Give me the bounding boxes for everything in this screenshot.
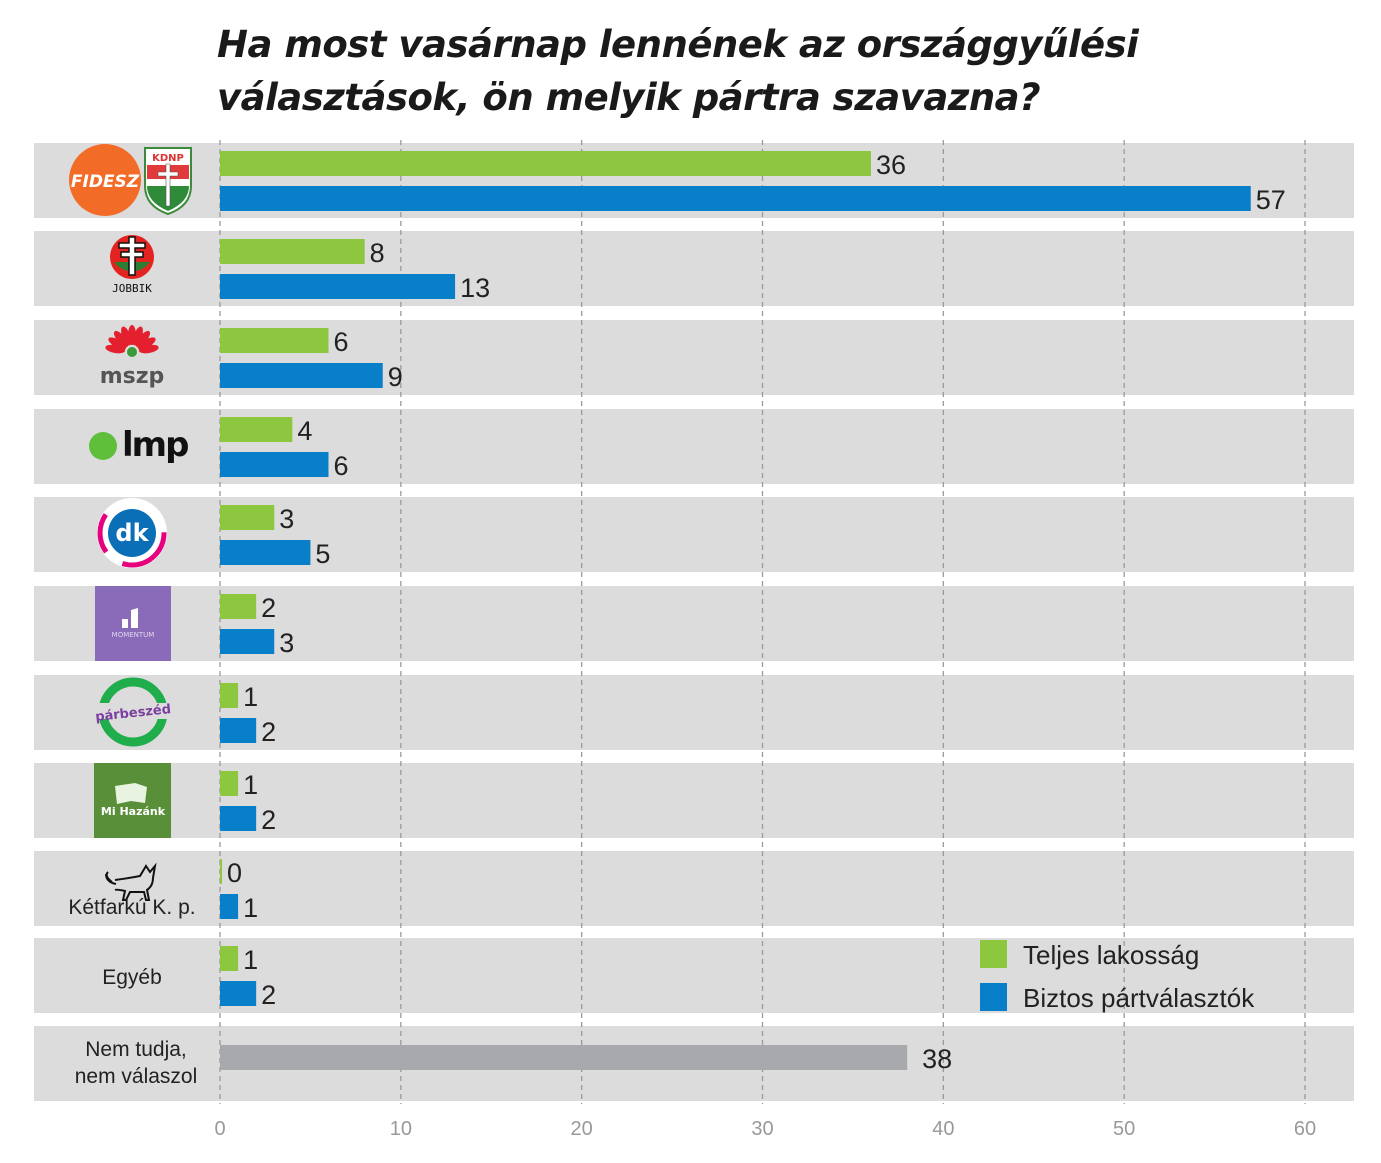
bar-biztos-0 <box>220 186 1251 211</box>
bar-teljes-1 <box>220 239 365 264</box>
data-label-biztos-2: 9 <box>388 362 403 392</box>
lmp-logo-text: lmp <box>122 425 188 465</box>
data-label-biztos-0: 57 <box>1256 185 1286 215</box>
bar-teljes-5 <box>220 594 257 619</box>
row-band-8 <box>34 851 1354 926</box>
bar-biztos-1 <box>220 274 456 299</box>
x-tick-label-0: 0 <box>214 1118 225 1140</box>
data-label-biztos-6: 2 <box>261 717 276 747</box>
bar-biztos-5 <box>220 629 275 654</box>
bar-teljes-0 <box>220 151 871 176</box>
jobbik-cross-icon <box>118 236 146 276</box>
mszp-petal <box>108 337 127 350</box>
mszp-petal <box>113 330 129 348</box>
fidesz-logo-text: FIDESZ <box>71 172 140 192</box>
bar-biztos-8 <box>220 894 239 919</box>
x-tick-label-10: 10 <box>390 1118 412 1140</box>
x-tick-label-50: 50 <box>1113 1118 1135 1140</box>
data-label-teljes-9: 1 <box>243 945 258 975</box>
data-label-biztos-3: 6 <box>334 451 349 481</box>
logo-momentum: MOMENTUM <box>95 586 171 661</box>
mszp-petal <box>137 337 156 350</box>
bar-biztos-7 <box>220 806 257 831</box>
category-label-ketfarku: Kétfarkú K. p. <box>68 896 195 919</box>
lmp-walker-icon <box>89 432 117 460</box>
logo-ketfarku: Kétfarkú K. p. <box>68 862 196 919</box>
legend-label-0: Teljes lakosság <box>1023 940 1199 970</box>
data-label-biztos-4: 5 <box>315 539 330 569</box>
bar-biztos-2 <box>220 363 383 388</box>
momentum-icon <box>122 608 138 628</box>
bar-teljes-2 <box>220 328 329 353</box>
x-tick-label-20: 20 <box>571 1118 593 1140</box>
data-label-teljes-3: 4 <box>297 416 312 446</box>
x-tick-label-60: 60 <box>1294 1118 1316 1140</box>
bar-teljes-6 <box>220 683 239 708</box>
mszp-petal <box>138 344 159 354</box>
mszp-center <box>127 347 137 357</box>
data-label-undecided: 38 <box>922 1044 952 1074</box>
mszp-petal <box>121 326 132 346</box>
bar-teljes-4 <box>220 505 275 530</box>
logo-dk: dk <box>97 498 167 568</box>
bar-biztos-9 <box>220 981 257 1006</box>
bar-teljes-8 <box>220 859 222 884</box>
logo-jobbik: JOBBIK <box>110 235 154 295</box>
legend-swatch-1 <box>980 983 1007 1011</box>
bar-teljes-9 <box>220 946 239 971</box>
mszp-petal <box>135 330 151 348</box>
cat-icon <box>105 862 157 901</box>
dk-inner <box>108 509 156 557</box>
data-label-biztos-7: 2 <box>261 805 276 835</box>
x-tick-label-40: 40 <box>932 1118 954 1140</box>
dk-ring <box>97 498 167 568</box>
data-label-teljes-5: 2 <box>261 593 276 623</box>
momentum-logo-text: MOMENTUM <box>112 631 155 639</box>
jobbik-logo-text: JOBBIK <box>112 282 152 295</box>
data-label-teljes-1: 8 <box>370 238 385 268</box>
logo-fidesz-kdnp: FIDESZ KDNP <box>69 144 192 216</box>
data-label-biztos-1: 13 <box>460 273 490 303</box>
data-label-teljes-8: 0 <box>227 858 242 888</box>
mszp-logo-text: mszp <box>100 364 165 389</box>
bar-undecided <box>220 1045 908 1070</box>
data-label-biztos-8: 1 <box>243 893 258 923</box>
category-label-egyeb: Egyéb <box>102 966 162 989</box>
data-label-teljes-2: 6 <box>334 327 349 357</box>
data-label-teljes-0: 36 <box>876 150 906 180</box>
legend-swatch-0 <box>980 940 1007 968</box>
data-label-teljes-7: 1 <box>243 770 258 800</box>
mszp-petal <box>132 326 143 346</box>
data-label-teljes-6: 1 <box>243 682 258 712</box>
chart-title: Ha most vasárnap lennének az országgyűlé… <box>217 23 1139 119</box>
data-label-teljes-4: 3 <box>279 504 294 534</box>
x-tick-label-30: 30 <box>751 1118 773 1140</box>
data-label-biztos-9: 2 <box>261 980 276 1010</box>
kdnp-logo-text: KDNP <box>152 153 184 164</box>
bar-teljes-3 <box>220 417 293 442</box>
logo-mszp: mszp <box>100 325 165 389</box>
logo-lmp: lmp <box>89 425 190 465</box>
bar-biztos-6 <box>220 718 257 743</box>
legend-label-1: Biztos pártválasztók <box>1023 983 1255 1013</box>
dk-logo-text: dk <box>115 519 149 547</box>
fidesz-logo-circle <box>69 144 141 216</box>
mihazank-flag-icon <box>115 783 147 804</box>
bar-biztos-4 <box>220 540 311 565</box>
bar-teljes-7 <box>220 771 239 796</box>
mihazank-logo-text: Mi Hazánk <box>101 805 166 818</box>
parbeszed-gap <box>98 703 168 719</box>
category-label-undecided-line1: Nem tudja, <box>85 1038 187 1061</box>
bar-biztos-3 <box>220 452 329 477</box>
data-label-biztos-5: 3 <box>279 628 294 658</box>
category-label-undecided-line2: nem válaszol <box>75 1065 198 1088</box>
logo-mi-hazank: Mi Hazánk <box>94 763 171 838</box>
kdnp-cross-icon <box>157 163 179 207</box>
